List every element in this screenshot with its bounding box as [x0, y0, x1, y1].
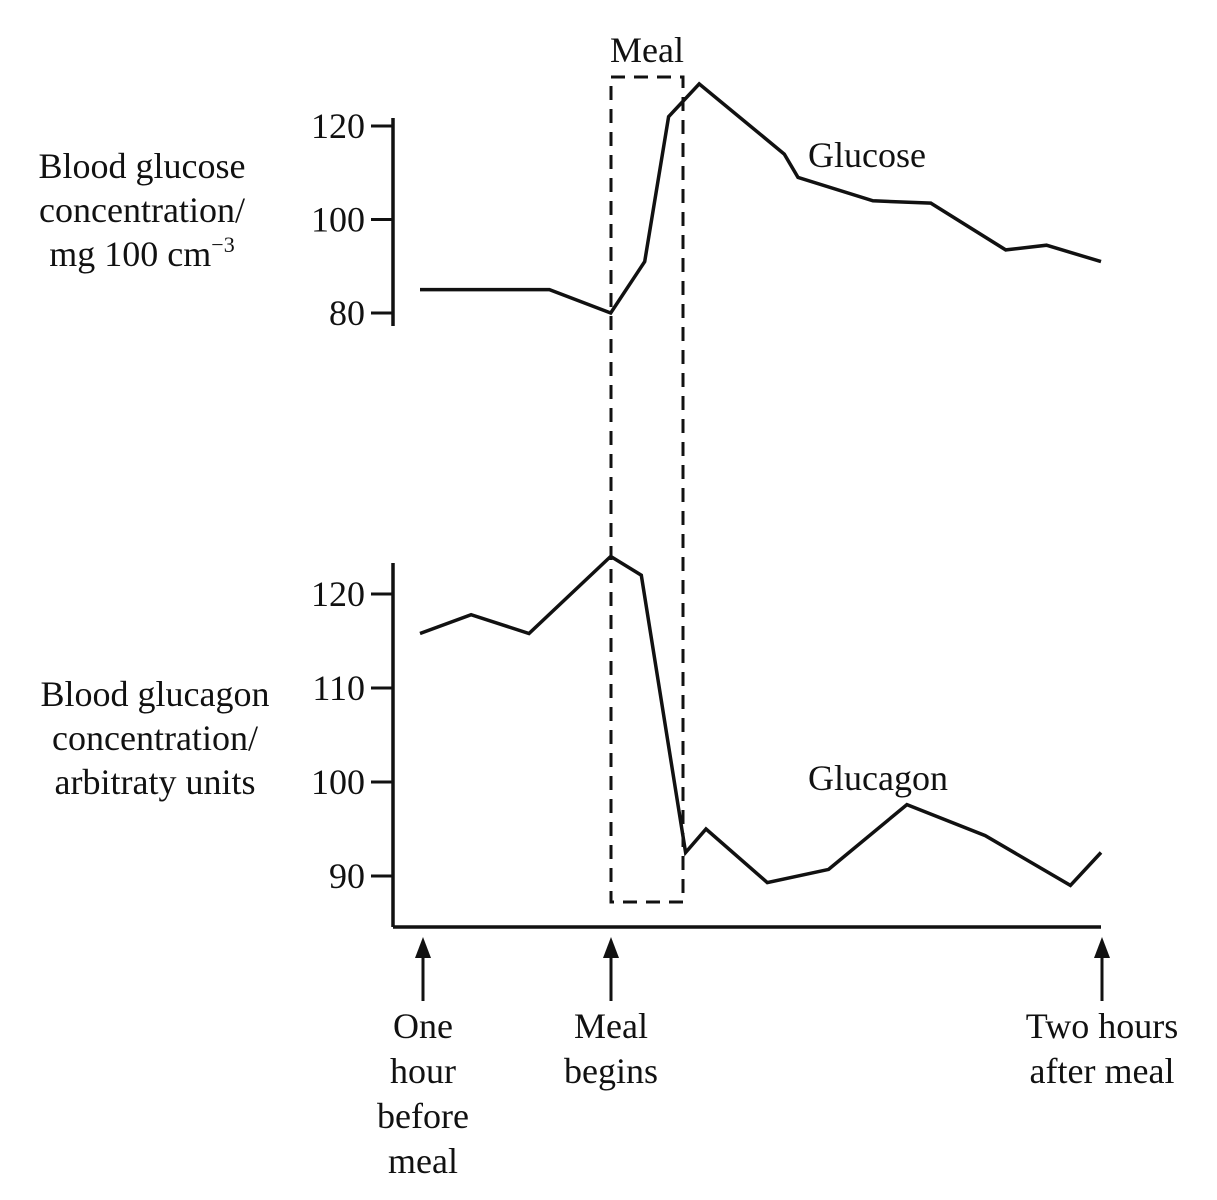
glucose-series-line	[420, 81, 1102, 316]
glucagon-tick-label-120: 120	[311, 574, 365, 614]
glucagon-axis: 90 100 110 120	[311, 563, 395, 927]
glucose-tick-label-80: 80	[329, 293, 365, 333]
glucose-tick-label-100: 100	[311, 200, 365, 240]
series-group: Glucose Glucagon	[419, 81, 1103, 888]
time-marker-arrow-head-2	[1094, 937, 1110, 958]
glucagon-y-axis-label: Blood glucagon concentration/arbitraty un…	[41, 674, 270, 802]
glucagon-tick-label-90: 90	[329, 856, 365, 896]
time-marker-arrow-head-0	[415, 937, 431, 958]
glucose-tick-label-120: 120	[311, 106, 365, 146]
meal-window-label: Meal	[610, 30, 684, 70]
time-marker-label-2: Two hours after meal	[1026, 1006, 1178, 1091]
glucagon-series-label: Glucagon	[808, 758, 948, 798]
glucose-y-axis-label: Blood glucose concentration/mg 100 cm−3	[39, 146, 246, 274]
time-marker-label-1: Meal begins	[564, 1006, 658, 1091]
meal-window-box	[609, 75, 685, 904]
time-markers: One hour before meal Meal begins Two hours afte…	[377, 937, 1178, 1181]
glucose-axis: 80 100 120	[311, 106, 395, 333]
glucagon-series-line	[419, 554, 1103, 888]
glucagon-tick-label-110: 110	[312, 668, 365, 708]
meal-window: Meal	[609, 30, 685, 904]
glucagon-tick-label-100: 100	[311, 762, 365, 802]
y-axis-labels: Blood glucose concentration/mg 100 cm−3 Bl…	[39, 146, 270, 802]
time-marker-arrow-head-1	[603, 937, 619, 958]
glucose-series-label: Glucose	[808, 135, 926, 175]
time-marker-label-0: One hour before meal	[377, 1006, 469, 1181]
